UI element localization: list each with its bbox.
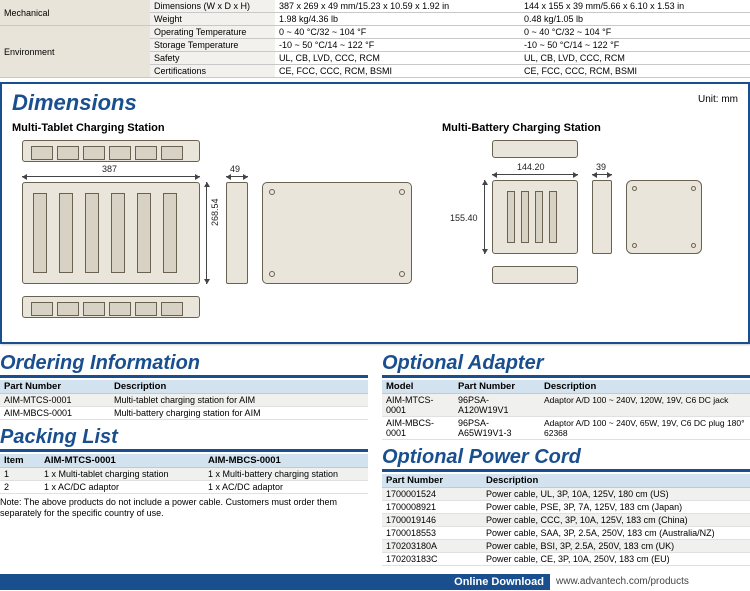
spec-table: Mechanical Dimensions (W x D x H) 387 x …: [0, 0, 750, 78]
dimensions-unit: Unit: mm: [698, 94, 738, 105]
footer-bar: Online Download www.advantech.com/produc…: [0, 574, 750, 590]
ordering-table: Part Number Description AIM-MTCS-0001Mul…: [0, 380, 368, 420]
packing-table: Item AIM-MTCS-0001 AIM-MBCS-0001 1 1 x M…: [0, 454, 368, 494]
adapter-table: Model Part Number Description AIM-MTCS-0…: [382, 380, 750, 440]
packing-title: Packing List: [0, 426, 368, 452]
spec-cat-mechanical: Mechanical: [0, 0, 150, 26]
mbcs-drawings: Multi-Battery Charging Station 144.20 15…: [442, 118, 722, 328]
footer-url[interactable]: www.advantech.com/products: [550, 574, 750, 590]
powercord-table: Part Number Description 1700001524Power …: [382, 474, 750, 566]
footer-label: Online Download: [454, 574, 550, 590]
powercord-title: Optional Power Cord: [382, 446, 750, 472]
packing-note: Note: The above products do not include …: [0, 497, 368, 519]
adapter-title: Optional Adapter: [382, 352, 750, 378]
dimensions-section: Dimensions Unit: mm Multi-Tablet Chargin…: [0, 82, 750, 344]
ordering-title: Ordering Information: [0, 352, 368, 378]
mtcs-drawings: Multi-Tablet Charging Station 387 268.54…: [12, 118, 422, 328]
spec-cat-environment: Environment: [0, 26, 150, 78]
dimensions-title: Dimensions: [12, 90, 137, 116]
